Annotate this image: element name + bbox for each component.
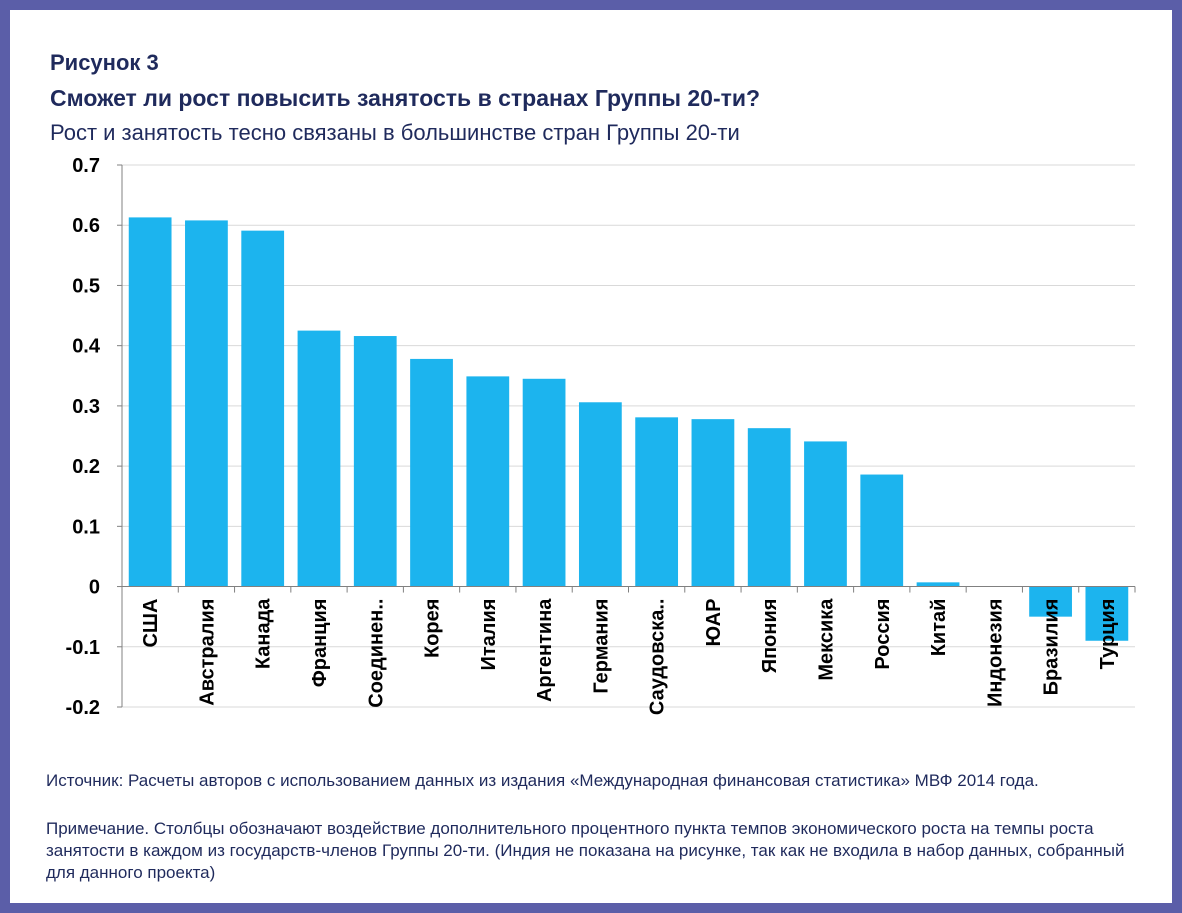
chart-subtitle: Рост и занятость тесно связаны в большин… xyxy=(50,120,740,145)
y-tick-label: 0.3 xyxy=(72,396,100,418)
figure-number: Рисунок 3 xyxy=(50,50,159,75)
y-tick-label: -0.1 xyxy=(66,637,100,659)
y-tick-label: 0.4 xyxy=(72,336,101,358)
bar xyxy=(804,441,847,587)
x-tick-label: Аргентина xyxy=(534,598,556,702)
x-tick-label: Австралия xyxy=(196,599,218,706)
y-tick-label: 0.6 xyxy=(72,215,100,237)
bar xyxy=(297,330,341,587)
bar xyxy=(185,220,228,587)
y-tick-label: 0.1 xyxy=(72,516,100,538)
x-tick-label: Италия xyxy=(478,599,500,671)
axes xyxy=(117,164,1136,708)
y-tick-label: -0.2 xyxy=(66,697,100,719)
x-tick-label: США xyxy=(140,599,162,648)
chart-title: Сможет ли рост повысить занятость в стра… xyxy=(50,85,761,111)
x-tick-label: Соединен.. xyxy=(365,599,387,708)
x-tick-label: Турция xyxy=(1097,599,1119,670)
bar xyxy=(916,582,960,587)
bar xyxy=(410,358,453,587)
bar xyxy=(578,402,622,587)
x-tick-label: Саудовска.. xyxy=(647,599,669,716)
bars xyxy=(128,217,1129,641)
bar xyxy=(353,336,397,587)
x-tick-label: Мексика xyxy=(815,598,837,681)
bar xyxy=(635,417,679,587)
bar xyxy=(466,376,510,587)
x-tick-label: Канада xyxy=(253,598,275,669)
y-tick-label: 0.2 xyxy=(72,456,100,478)
x-tick-labels: США Австралия Канада Франция Соединен.. Корея… xyxy=(140,598,1119,715)
x-tick-label: Корея xyxy=(422,599,444,658)
x-tick-label: ЮАР xyxy=(703,599,725,647)
x-tick-label: Россия xyxy=(872,599,894,670)
x-tick-label: Германия xyxy=(590,599,612,694)
source-note: Источник: Расчеты авторов с использовани… xyxy=(46,771,1039,790)
bar xyxy=(1029,586,1072,617)
y-tick-label: 0.5 xyxy=(72,275,100,297)
x-tick-label: Бразилия xyxy=(1041,599,1063,696)
bar xyxy=(860,474,904,587)
y-tick-label: 0 xyxy=(89,577,100,599)
x-tick-label: Индонезия xyxy=(984,599,1006,707)
bar xyxy=(128,217,172,587)
y-tick-labels: 0.7 0.6 0.5 0.4 0.3 0.2 0.1 0 -0.1 -0.2 xyxy=(66,155,101,719)
x-tick-label: Франция xyxy=(309,599,331,688)
x-tick-label: Китай xyxy=(928,599,950,657)
bar xyxy=(691,419,735,587)
bar xyxy=(241,230,285,587)
bar xyxy=(1085,586,1129,641)
x-tick-label: Япония xyxy=(759,599,781,674)
grid-lines xyxy=(122,164,1135,708)
bar xyxy=(522,378,566,587)
y-tick-label: 0.7 xyxy=(72,155,100,177)
bar xyxy=(747,428,791,587)
chart-note: Примечание. Столбцы обозначают воздейств… xyxy=(46,819,1125,882)
